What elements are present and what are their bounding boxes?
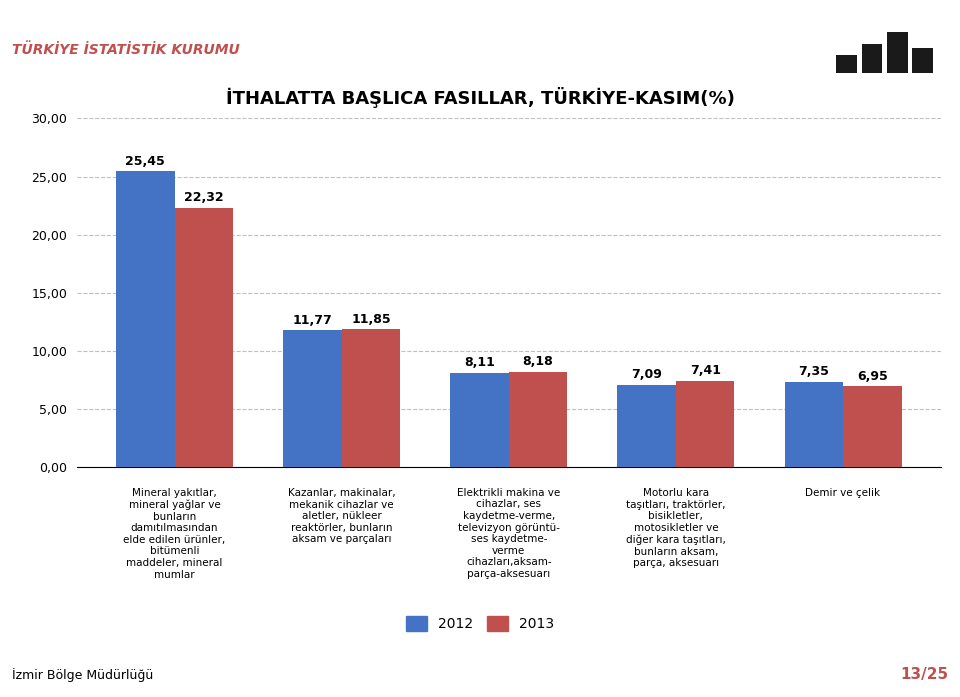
- Text: 7,41: 7,41: [689, 365, 721, 377]
- Bar: [836, 54, 857, 73]
- Bar: [887, 32, 908, 73]
- Text: 11,77: 11,77: [293, 314, 332, 327]
- Text: Demir ve çelik: Demir ve çelik: [805, 488, 880, 498]
- Text: 8,11: 8,11: [464, 356, 495, 369]
- Bar: [283, 330, 342, 467]
- Text: Elektrikli makina ve
cihazlar, ses
kaydetme-verme,
televizyon görüntü-
ses kayde: Elektrikli makina ve cihazlar, ses kayde…: [457, 488, 561, 579]
- Bar: [784, 381, 843, 467]
- Bar: [175, 208, 233, 467]
- Text: 8,18: 8,18: [522, 355, 553, 369]
- Bar: [912, 47, 933, 73]
- Text: 11,85: 11,85: [351, 313, 391, 325]
- Bar: [116, 171, 175, 467]
- Text: İzmir Bölge Müdürlüğü: İzmir Bölge Müdürlüğü: [12, 668, 153, 682]
- Bar: [509, 372, 567, 467]
- Text: 6,95: 6,95: [857, 370, 888, 383]
- Text: 7,09: 7,09: [632, 368, 662, 381]
- Text: 13/25: 13/25: [900, 667, 948, 682]
- Bar: [342, 329, 400, 467]
- Bar: [450, 373, 509, 467]
- Bar: [617, 385, 676, 467]
- Text: Kazanlar, makinalar,
mekanik cihazlar ve
aletler, nükleer
reaktörler, bunların
a: Kazanlar, makinalar, mekanik cihazlar ve…: [288, 488, 396, 544]
- Text: 25,45: 25,45: [126, 155, 165, 168]
- Legend: 2012, 2013: 2012, 2013: [400, 611, 560, 637]
- Bar: [676, 381, 734, 467]
- Bar: [843, 386, 901, 467]
- Text: 7,35: 7,35: [799, 365, 829, 378]
- Text: 22,32: 22,32: [184, 191, 224, 204]
- Bar: [862, 43, 882, 73]
- Text: İTHALATTA BAŞLICA FASILLAR, TÜRKİYE-KASIM(%): İTHALATTA BAŞLICA FASILLAR, TÜRKİYE-KASI…: [226, 87, 734, 108]
- Text: Mineral yakıtlar,
mineral yağlar ve
bunların
damıtılmasından
elde edilen ürünler: Mineral yakıtlar, mineral yağlar ve bunl…: [124, 488, 226, 580]
- Text: TÜRKİYE İSTATİSTİK KURUMU: TÜRKİYE İSTATİSTİK KURUMU: [12, 43, 239, 57]
- Text: Motorlu kara
taşıtları, traktörler,
bisikletler,
motosikletler ve
diğer kara taş: Motorlu kara taşıtları, traktörler, bisi…: [626, 488, 726, 568]
